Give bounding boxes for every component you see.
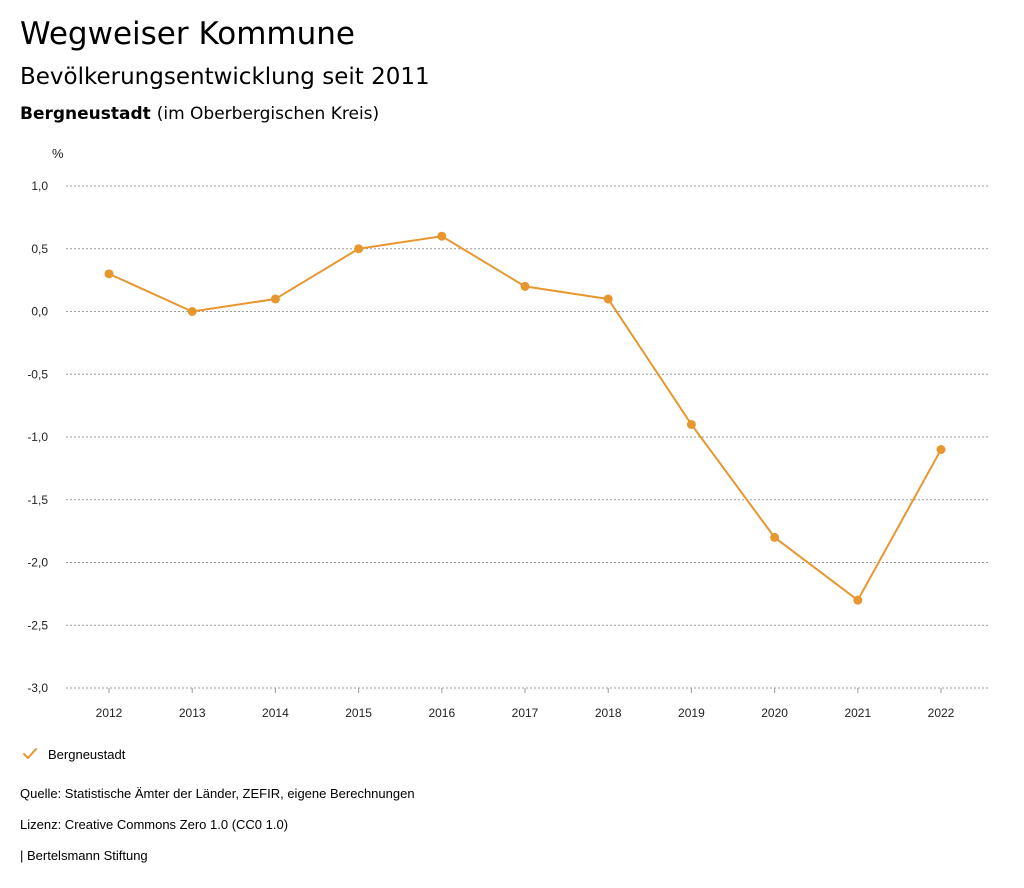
source-note: Quelle: Statistische Ämter der Länder, Z…: [20, 786, 415, 801]
data-point[interactable]: [936, 445, 946, 455]
x-tick-label: 2020: [761, 706, 788, 720]
x-tick-label: 2015: [345, 706, 372, 720]
region-heading: Bergneustadt (im Oberbergischen Kreis): [20, 104, 379, 124]
y-tick-label: -3,0: [27, 681, 48, 695]
grid-lines: [66, 185, 990, 689]
x-tick-labels: 2012 2013 2014 2015 2016 2017 2018 2019 2020 2021…: [96, 688, 955, 720]
legend-item-bergneustadt[interactable]: Bergneustadt: [20, 744, 125, 764]
page-title: Wegweiser Kommune: [20, 16, 355, 52]
y-tick-label: -1,5: [27, 493, 48, 507]
x-tick-label: 2014: [262, 706, 289, 720]
x-tick-label: 2013: [179, 706, 206, 720]
checkmark-icon: [23, 748, 37, 759]
chart-subtitle: Bevölkerungsentwicklung seit 2011: [20, 64, 430, 90]
series-layer: [104, 231, 946, 605]
y-tick-label: 1,0: [31, 179, 48, 193]
data-point[interactable]: [187, 307, 197, 316]
region-name: Bergneustadt: [20, 104, 151, 124]
legend-label: Bergneustadt: [48, 746, 126, 762]
y-tick-label: 0,0: [31, 305, 48, 319]
data-point[interactable]: [270, 294, 280, 304]
license-note: Lizenz: Creative Commons Zero 1.0 (CC0 1…: [20, 817, 289, 832]
y-tick-label: -0,5: [27, 367, 48, 381]
data-point[interactable]: [603, 294, 613, 304]
x-tick-label: 2021: [844, 706, 871, 720]
y-tick-labels: 1,0 0,5 0,0 -0,5 -1,0 -1,5 -2,0 -2,5 -3,0: [27, 179, 48, 695]
y-tick-label: -1,0: [27, 430, 48, 444]
x-tick-label: 2019: [678, 706, 705, 720]
y-tick-label: 0,5: [31, 242, 48, 256]
data-point[interactable]: [770, 532, 780, 542]
publisher-note: | Bertelsmann Stiftung: [20, 848, 148, 863]
region-detail: (im Oberbergischen Kreis): [156, 104, 380, 124]
data-point[interactable]: [104, 269, 114, 279]
y-tick-label: -2,0: [27, 556, 48, 570]
x-tick-label: 2022: [928, 706, 955, 720]
data-point[interactable]: [686, 419, 696, 429]
data-point[interactable]: [437, 231, 447, 241]
data-point[interactable]: [520, 281, 530, 291]
x-tick-label: 2016: [428, 706, 455, 720]
y-tick-label: -2,5: [27, 618, 48, 632]
data-point[interactable]: [853, 595, 863, 605]
x-tick-label: 2017: [512, 706, 539, 720]
x-tick-label: 2012: [96, 706, 123, 720]
y-axis-unit-label: %: [52, 146, 64, 161]
data-point[interactable]: [354, 244, 364, 254]
x-tick-label: 2018: [595, 706, 622, 720]
line-chart: 1,00,50,0-0,5-1,0-1,5-2,0-2,5-3,0 2012 20…: [27, 146, 990, 720]
